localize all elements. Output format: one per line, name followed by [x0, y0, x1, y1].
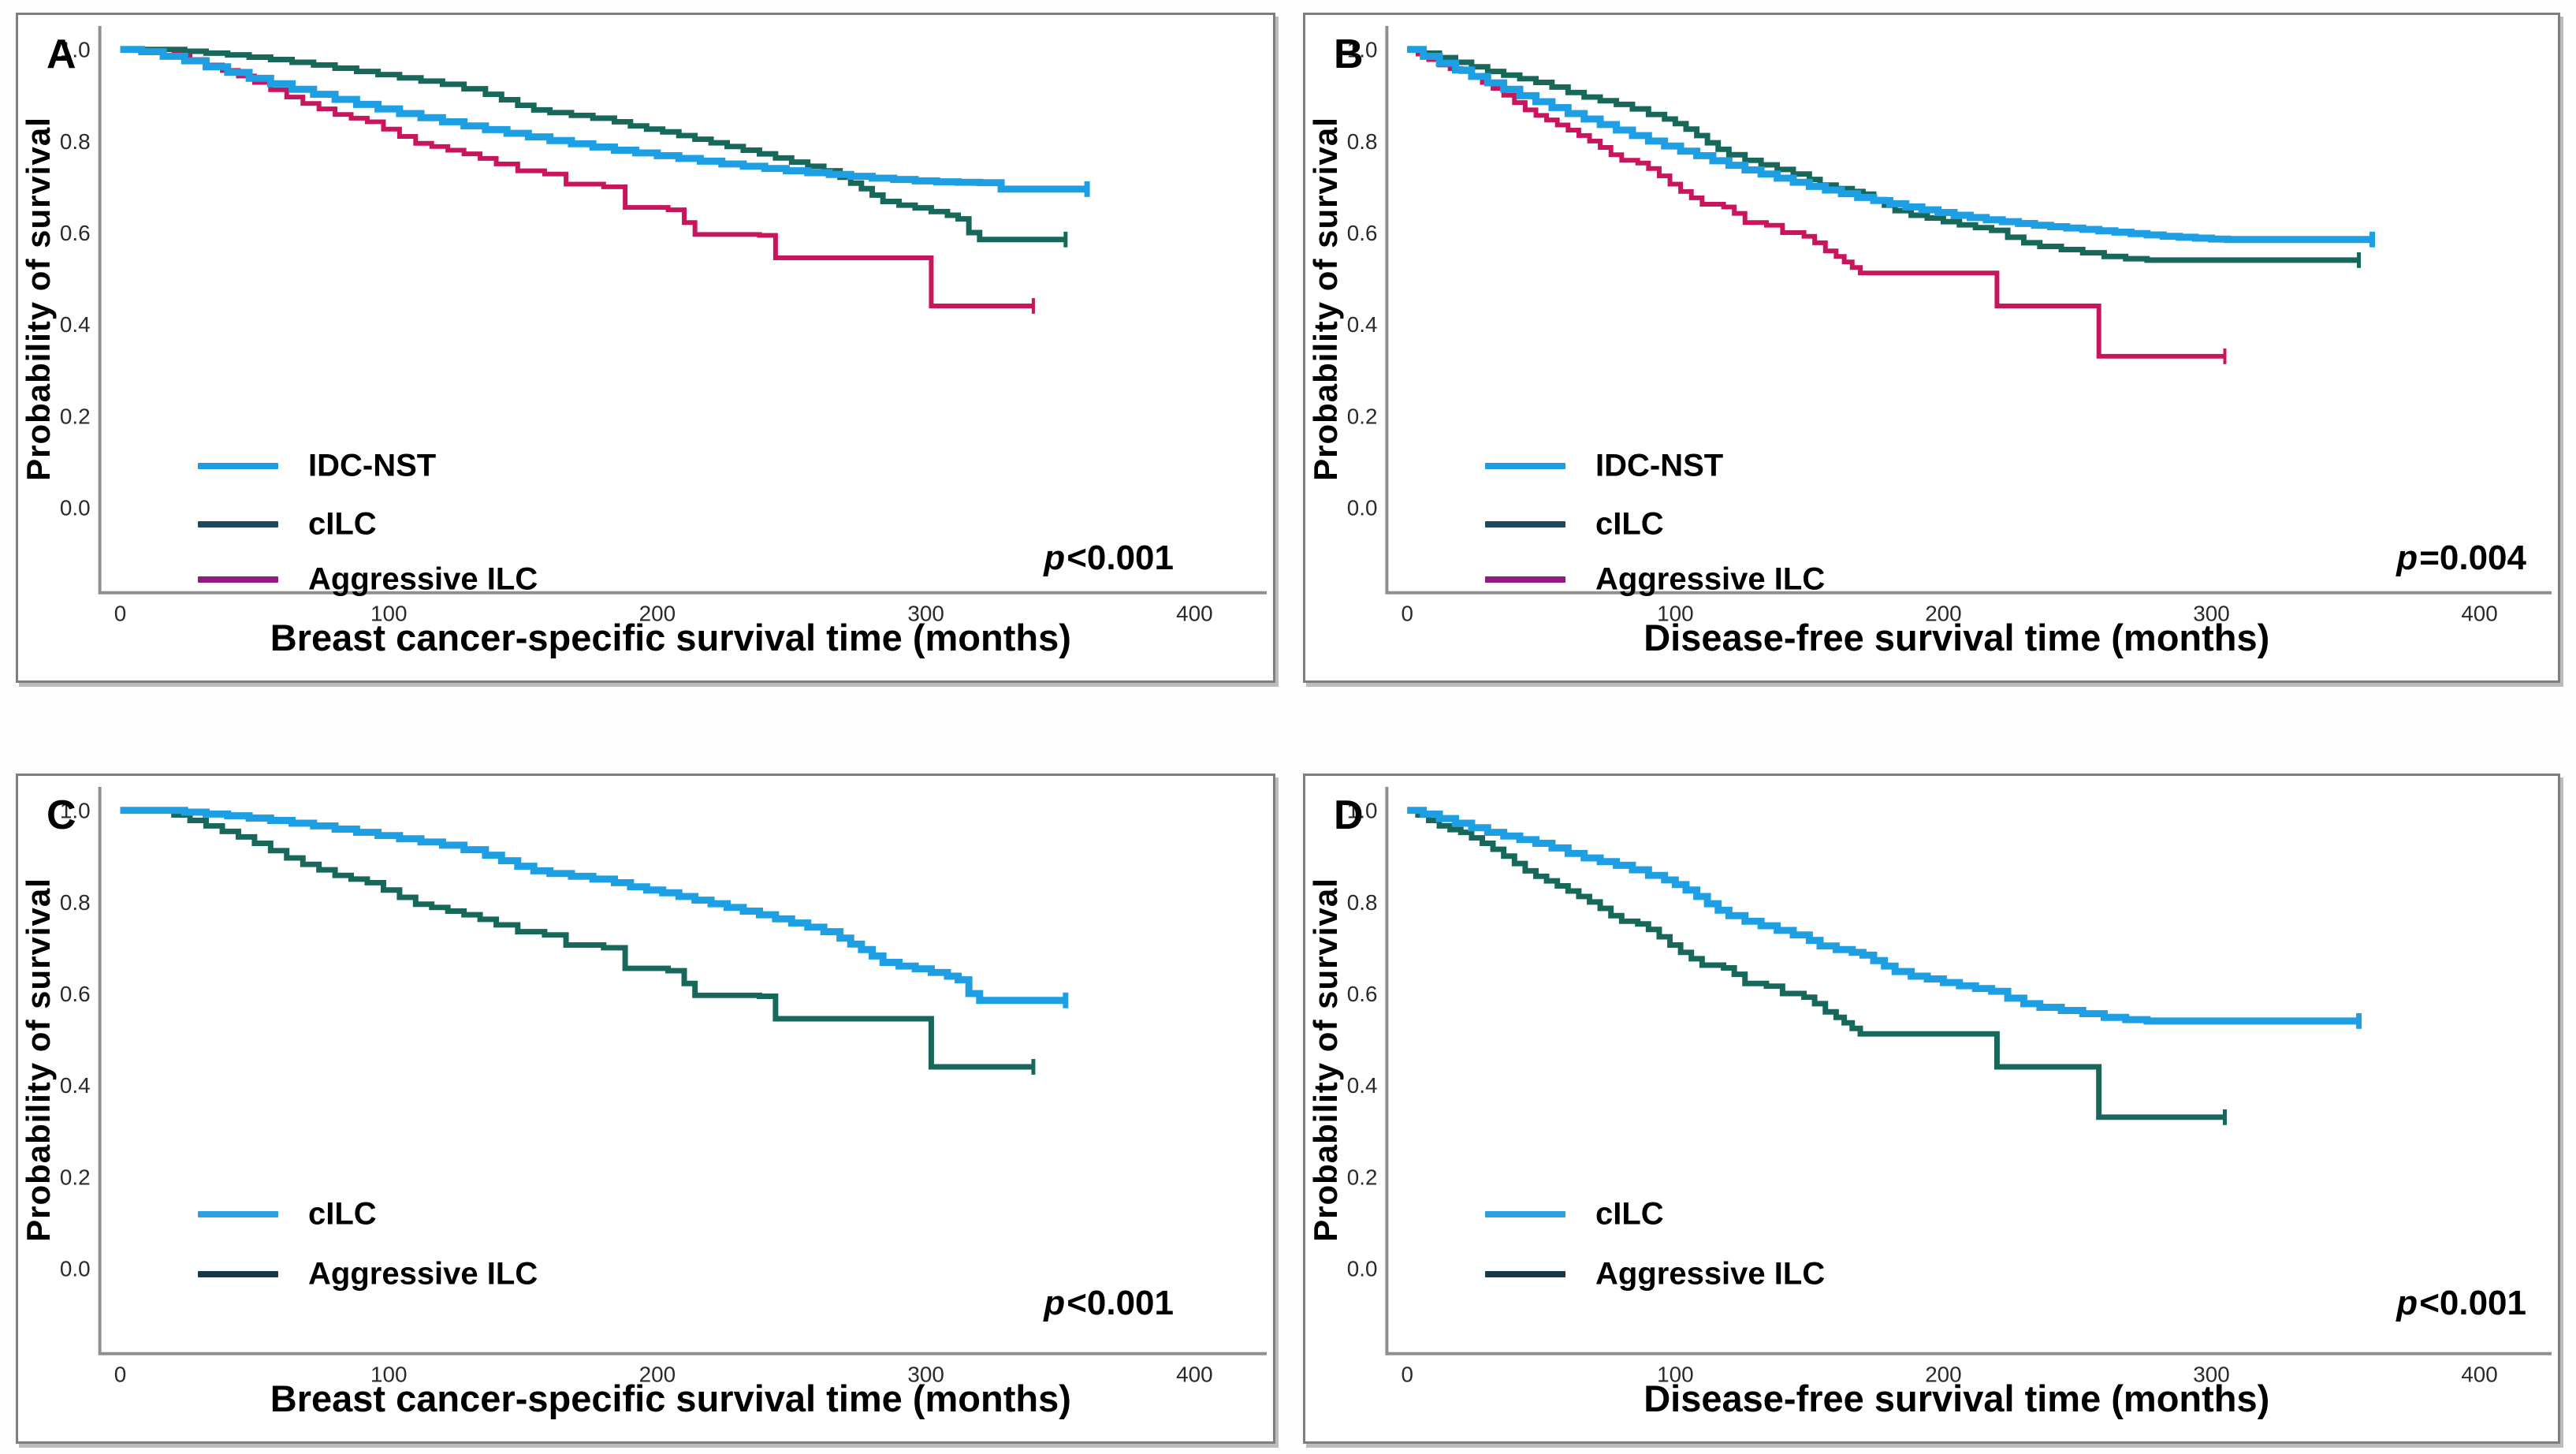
svg-text:400: 400 [2461, 1363, 2497, 1387]
svg-text:100: 100 [370, 602, 408, 626]
svg-text:300: 300 [2193, 1363, 2229, 1387]
svg-text:300: 300 [2193, 602, 2229, 626]
x-axis-title: Disease-free survival time (months) [1644, 1378, 2270, 1419]
y-axis-title: Probability of survival [20, 878, 57, 1242]
svg-text:0.8: 0.8 [60, 129, 91, 154]
svg-text:200: 200 [639, 602, 676, 626]
panel-c-bcss-two-groups: 1.0 0.8 0.6 0.4 0.2 0.0 0 100 200 300 400 C Probab… [16, 774, 1275, 1444]
p-value-text: <0.001 [2419, 1284, 2526, 1322]
svg-text:0.8: 0.8 [1347, 890, 1378, 915]
svg-text:300: 300 [907, 602, 944, 626]
svg-text:0.4: 0.4 [60, 1073, 91, 1098]
svg-text:0.0: 0.0 [60, 496, 91, 520]
svg-text:0.4: 0.4 [1347, 312, 1378, 337]
p-symbol: p [2396, 539, 2418, 577]
svg-text:400: 400 [2461, 602, 2497, 626]
svg-text:0.8: 0.8 [1347, 129, 1378, 154]
panel-b-dfs-three-groups: 1.0 0.8 0.6 0.4 0.2 0.0 0 100 200 300 400 B Probab… [1303, 13, 2560, 683]
y-axis-title: Probability of survival [20, 117, 57, 481]
km-plot-svg-c: 1.0 0.8 0.6 0.4 0.2 0.0 0 100 200 300 400 [60, 786, 1268, 1387]
y-axis-title: Probability of survival [1307, 878, 1344, 1242]
svg-text:0.2: 0.2 [60, 1165, 91, 1189]
p-value: p<0.001 [2396, 1284, 2526, 1323]
svg-text:400: 400 [1176, 1363, 1213, 1387]
svg-text:0.0: 0.0 [1347, 1257, 1378, 1281]
x-axis-title: Breast cancer-specific survival time (mo… [270, 617, 1071, 658]
svg-text:0: 0 [1402, 1363, 1413, 1387]
svg-text:0.2: 0.2 [60, 404, 91, 428]
km-plot-svg-d: 1.0 0.8 0.6 0.4 0.2 0.0 0 100 200 300 400 [1347, 786, 2552, 1387]
km-plot-svg-a: 1.0 0.8 0.6 0.4 0.2 0.0 0 100 200 300 400 [60, 25, 1268, 626]
p-value-text: =0.004 [2419, 539, 2526, 577]
p-value: p<0.001 [1044, 1284, 1174, 1323]
x-axis-title: Breast cancer-specific survival time (mo… [270, 1378, 1071, 1419]
p-value: p=0.004 [2396, 539, 2526, 578]
svg-text:0.0: 0.0 [1347, 496, 1378, 520]
svg-text:0: 0 [1402, 602, 1413, 626]
panel-d-dfs-two-groups: 1.0 0.8 0.6 0.4 0.2 0.0 0 100 200 300 400 D Probab… [1303, 774, 2560, 1444]
svg-text:1.0: 1.0 [1347, 38, 1378, 62]
p-value: p<0.001 [1044, 539, 1174, 578]
svg-text:0.6: 0.6 [1347, 221, 1378, 245]
svg-text:0.4: 0.4 [1347, 1073, 1378, 1098]
svg-text:100: 100 [1657, 602, 1693, 626]
svg-text:300: 300 [907, 1363, 944, 1387]
svg-text:200: 200 [1925, 602, 1961, 626]
svg-text:0.4: 0.4 [60, 312, 91, 337]
svg-text:0: 0 [114, 1363, 127, 1387]
panel-letter: A [47, 32, 76, 77]
panel-letter: D [1334, 792, 1364, 838]
svg-text:0.6: 0.6 [60, 221, 91, 245]
svg-text:1.0: 1.0 [60, 799, 91, 823]
svg-text:400: 400 [1176, 602, 1213, 626]
p-value-text: <0.001 [1067, 1284, 1174, 1322]
panel-a-bcss-three-groups: 1.0 0.8 0.6 0.4 0.2 0.0 0 100 200 300 400 A Probab… [16, 13, 1275, 683]
svg-text:100: 100 [370, 1363, 408, 1387]
svg-text:0.2: 0.2 [1347, 1165, 1378, 1189]
svg-text:1.0: 1.0 [1347, 799, 1378, 823]
p-symbol: p [2396, 1284, 2418, 1322]
svg-text:0.8: 0.8 [60, 890, 91, 915]
svg-text:0.6: 0.6 [1347, 982, 1378, 1006]
svg-text:200: 200 [1925, 1363, 1961, 1387]
p-symbol: p [1044, 1284, 1066, 1322]
km-plot-svg-b: 1.0 0.8 0.6 0.4 0.2 0.0 0 100 200 300 400 [1347, 25, 2552, 626]
svg-text:1.0: 1.0 [60, 38, 91, 62]
svg-text:0.2: 0.2 [1347, 404, 1378, 428]
p-value-text: <0.001 [1067, 539, 1174, 577]
x-axis-title: Disease-free survival time (months) [1644, 617, 2270, 658]
panel-letter: C [47, 792, 76, 838]
svg-text:0.0: 0.0 [60, 1257, 91, 1281]
y-axis-title: Probability of survival [1307, 117, 1344, 481]
svg-text:200: 200 [639, 1363, 676, 1387]
p-symbol: p [1044, 539, 1066, 577]
panel-letter: B [1334, 32, 1364, 77]
svg-text:0.6: 0.6 [60, 982, 91, 1006]
svg-text:0: 0 [114, 602, 127, 626]
svg-text:100: 100 [1657, 1363, 1693, 1387]
